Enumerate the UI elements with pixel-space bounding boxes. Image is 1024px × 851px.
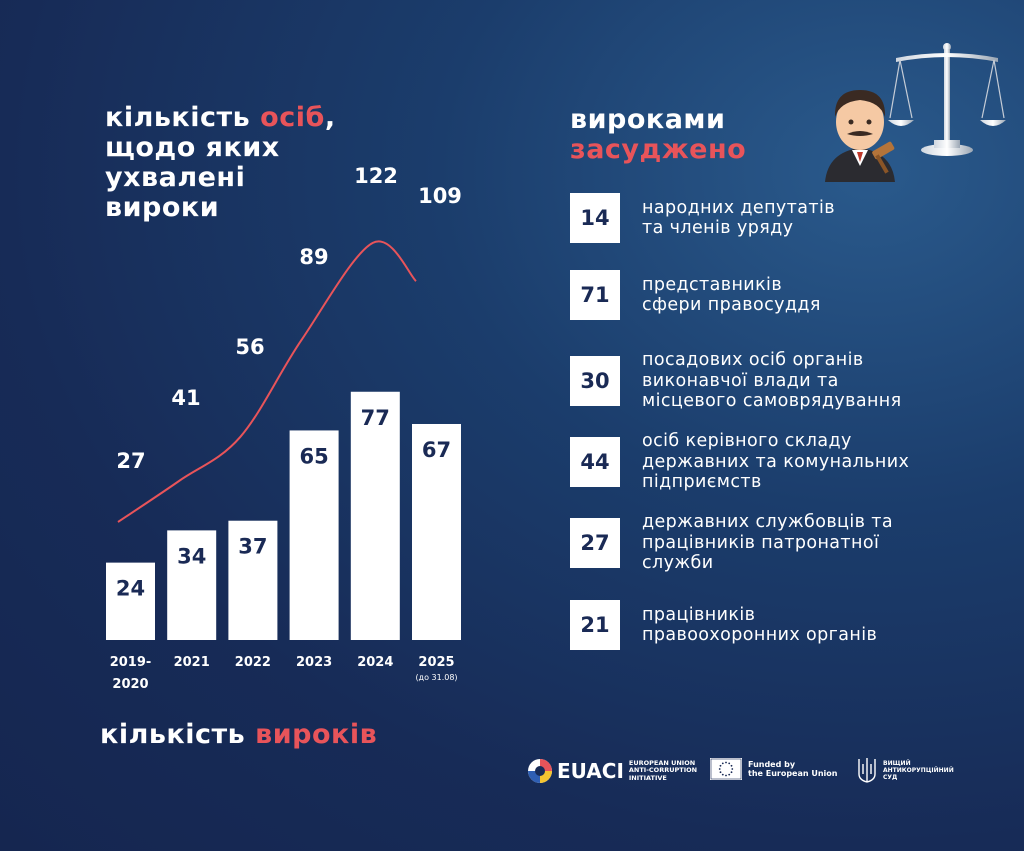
bar-value-label: 77 [361,406,390,430]
chart-title: кількість осіб, щодо яких ухвалені вирок… [105,103,336,223]
bar-0 [106,562,155,640]
bars-legend-title: кількість вироків [100,720,377,750]
bar-line-chart: 24 34 37 65 77 67 2019- 2020 2021 2022 2023 2024 202… [106,164,462,692]
x-tick-label: 2025 [418,655,454,670]
stats-title: вироками засуджено [570,105,746,165]
stat-row: 30 посадових осіб органів виконавчої влад… [570,350,902,412]
x-tick-label-cont: 2020 [112,677,148,692]
stat-row: 21 працівників правоохоронних органів [570,600,877,650]
stat-row: 44 осіб керівного складу державних та ком… [570,431,909,493]
stats-title-line2: засуджено [570,134,747,165]
title-line2: щодо яких [105,132,280,163]
eu-funded-logo: Funded by the European Union [710,758,838,780]
bars-legend-part: кількість [100,719,256,750]
title-line3: ухвалені [105,162,246,193]
stat-row: 27 державних службовців та працівників па… [570,512,893,574]
bar-value-label: 65 [299,444,328,468]
stat-value: 71 [570,270,620,320]
bar-4 [350,391,400,640]
stat-description: державних службовців та працівників патр… [642,512,894,573]
eu-flag-icon [710,758,742,780]
euaci-logo-icon [528,759,552,783]
stat-description: працівників правоохоронних органів [642,604,878,646]
eu-funded-text: Funded by the European Union [748,759,838,779]
stat-row: 14 народних депутатів та членів уряду [570,193,835,243]
bar-value-label: 34 [177,544,206,568]
title-comma: , [324,102,336,133]
stat-description: осіб керівного складу державних та комун… [642,431,910,492]
stat-value: 30 [570,355,620,406]
stat-value: 27 [570,517,620,568]
stat-row: 71 представників сфери правосуддя [570,270,821,320]
stat-value: 21 [570,600,620,650]
stat-description: посадових осіб органів виконавчої влади … [642,350,902,411]
x-tick-label: 2023 [296,655,332,670]
title-accent: осіб [260,102,325,133]
euaci-logo: EUACI EUROPEAN UNION ANTI-CORRUPTION INI… [527,758,697,784]
scales-of-justice-icon [888,43,1006,156]
bar-2 [228,520,278,640]
bar-value-label: 24 [116,577,145,601]
stats-title-line1: вироками [570,104,726,135]
stat-value: 14 [570,193,620,243]
x-tick-label: 2024 [357,655,393,670]
bars-legend-accent: вироків [255,719,378,750]
title-line4: вироки [105,192,220,223]
x-tick-label: 2022 [235,655,271,670]
curve-value-label: 89 [299,245,328,269]
persons-curve-line [117,240,417,523]
curve-value-label: 122 [354,164,398,188]
euaci-subtitle: EUROPEAN UNION ANTI-CORRUPTION INITIATIV… [628,758,698,782]
x-tick-label: 2021 [174,655,210,670]
euaci-name: EUACI [557,759,624,783]
court-logo: ВИЩИЙ АНТИКОРУПЦІЙНИЙ СУД [857,756,954,784]
bar-3 [289,430,339,640]
curve-value-label: 41 [171,386,200,410]
trident-icon [858,758,876,783]
curve-value-label: 27 [116,449,145,473]
x-tick-label: 2019- [110,655,152,670]
judge-emoji-icon [825,90,895,182]
bar-value-label: 67 [422,438,451,462]
stat-description: представників сфери правосуддя [642,274,821,316]
stat-description: народних депутатів та членів уряду [642,197,835,239]
curve-value-label: 56 [235,335,264,359]
title-part: кількість [105,102,261,133]
x-tick-note: (до 31.08) [415,673,457,682]
court-name: ВИЩИЙ АНТИКОРУПЦІЙНИЙ СУД [883,759,954,781]
bar-1 [167,530,217,640]
stat-value: 44 [570,436,620,487]
curve-value-label: 109 [418,184,462,208]
bar-5 [412,423,461,640]
bar-value-label: 37 [238,535,267,559]
